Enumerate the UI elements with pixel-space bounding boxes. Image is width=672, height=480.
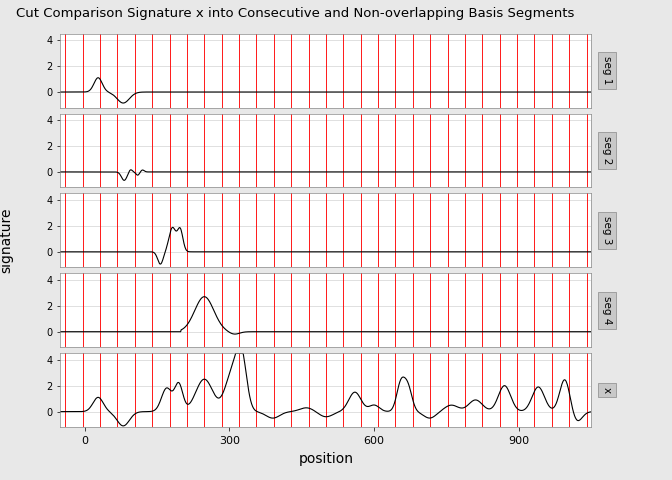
Text: seg 2: seg 2	[602, 136, 612, 165]
Text: seg 3: seg 3	[602, 216, 612, 245]
X-axis label: position: position	[298, 452, 353, 466]
Text: Cut Comparison Signature x into Consecutive and Non-overlapping Basis Segments: Cut Comparison Signature x into Consecut…	[17, 7, 575, 20]
Text: x: x	[602, 387, 612, 393]
Text: seg 4: seg 4	[602, 296, 612, 324]
Text: signature: signature	[0, 207, 13, 273]
Text: seg 1: seg 1	[602, 57, 612, 85]
